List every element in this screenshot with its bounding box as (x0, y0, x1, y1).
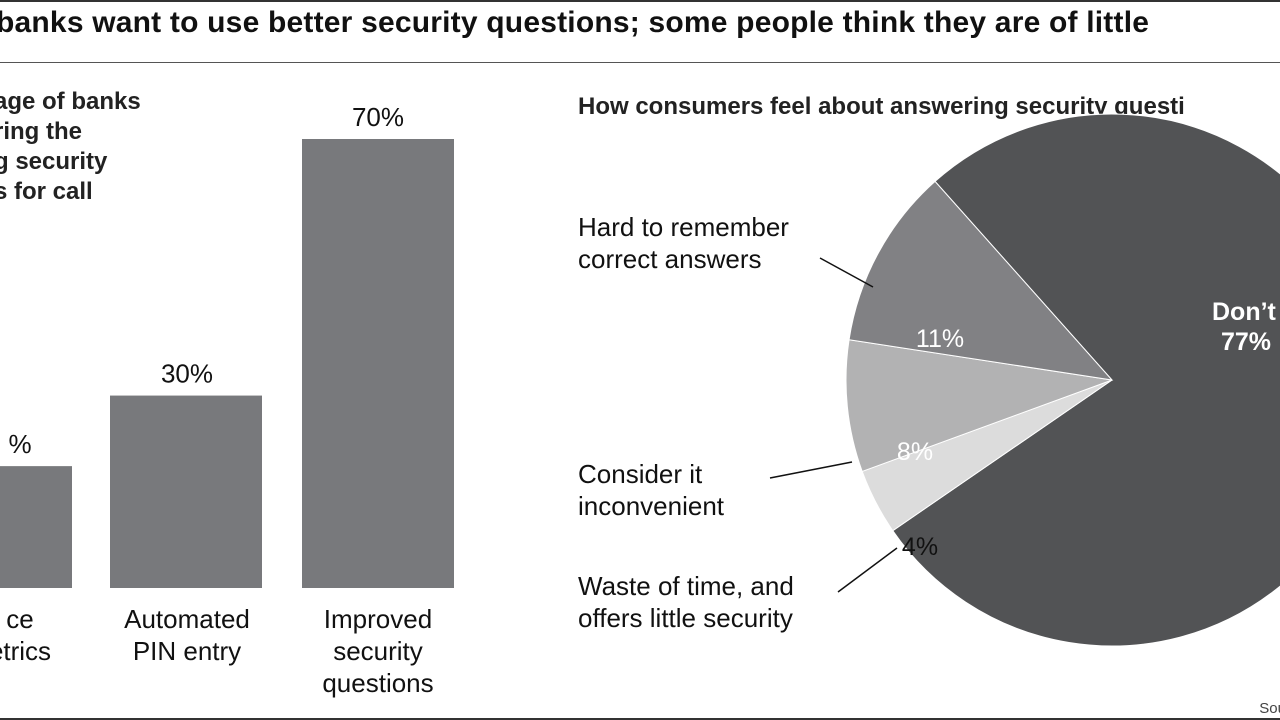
pie-value-label-2: 8% (897, 438, 933, 466)
bar-category-label-2: Improved (324, 604, 432, 634)
bar-category-label-1: PIN entry (133, 636, 241, 666)
pie-category-label-3: correct answers (578, 244, 762, 274)
bar-value-label-0: % (8, 429, 31, 459)
source-note: Sou (1259, 700, 1280, 717)
pie-category-label-1: offers little security (578, 603, 793, 633)
pie-category-label-3: Hard to remember (578, 212, 789, 242)
bar-value-label-1: 30% (161, 359, 213, 389)
pie-value-label-1: 4% (902, 533, 938, 561)
bar-category-label-2: questions (322, 668, 433, 698)
page-title: banks want to use better security questi… (0, 6, 1150, 39)
pie-value-label-0: 77% (1221, 328, 1271, 356)
bar-chart-title: age of banks ring the g security s for c… (0, 88, 141, 205)
pie-category-label-2: Consider it (578, 459, 703, 489)
pie-category-label-0: Don’t mi (1212, 298, 1280, 326)
pie-category-label-2: inconvenient (578, 491, 725, 521)
bar-value-label-2: 70% (352, 102, 404, 132)
pie-slice-3 (848, 180, 1114, 381)
bar-2 (302, 139, 454, 588)
bar-1 (110, 395, 262, 588)
pie-value-label-3: 11% (916, 325, 964, 353)
leader-line-2 (769, 461, 853, 479)
leader-line-1 (837, 547, 898, 593)
bar-category-label-2: security (333, 636, 423, 666)
bar-0 (0, 466, 72, 588)
bar-category-label-0: ce (6, 604, 33, 634)
leader-line-3 (819, 257, 874, 288)
pie-category-label-1: Waste of time, and (578, 571, 794, 601)
pie-slice-0 (892, 113, 1280, 647)
pie-slice-2 (845, 339, 1113, 473)
title-divider (0, 62, 1280, 63)
bar-category-label-1: Automated (124, 604, 250, 634)
